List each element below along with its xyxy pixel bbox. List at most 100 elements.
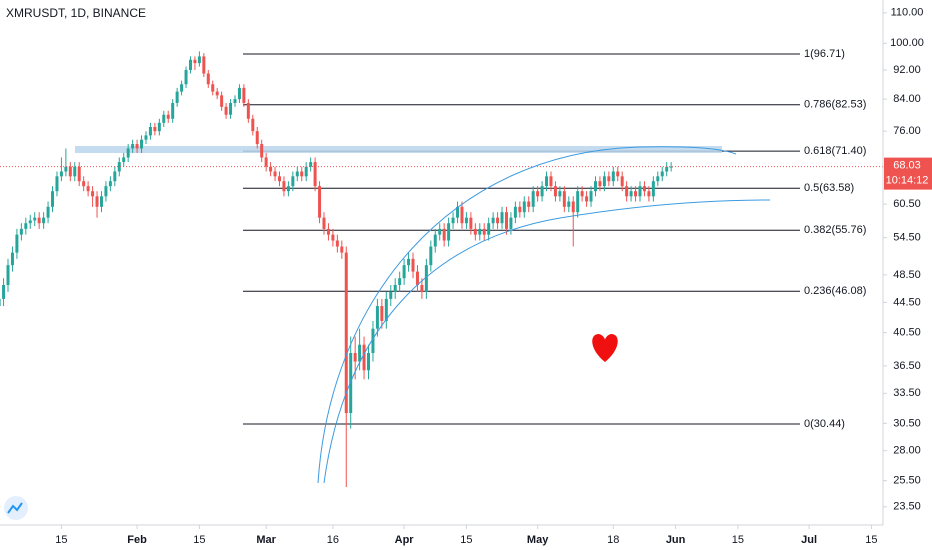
- candle-body: [251, 118, 255, 132]
- candle-body: [358, 344, 362, 362]
- candle-body: [153, 126, 157, 132]
- candle-body: [576, 191, 580, 213]
- candle-body: [15, 234, 19, 253]
- highlight-band: [75, 146, 722, 153]
- candle-body: [580, 191, 584, 197]
- candle-body: [478, 228, 482, 235]
- candle-body: [304, 166, 308, 177]
- candle-body: [522, 201, 526, 213]
- candle-body: [553, 186, 557, 197]
- candle-body: [211, 84, 215, 92]
- candle-body: [509, 217, 513, 229]
- candle-body: [135, 144, 139, 149]
- candle-body: [482, 228, 486, 235]
- fib-label: 0(30.44): [804, 418, 845, 430]
- candle-body: [197, 56, 201, 64]
- candle-body: [122, 157, 126, 163]
- candle-body: [456, 206, 460, 218]
- candle-body: [188, 59, 192, 71]
- candle-body: [313, 162, 317, 187]
- candle-body: [549, 176, 553, 187]
- candle-body: [184, 70, 188, 85]
- x-tick-label: 15: [865, 534, 877, 546]
- candle-body: [567, 201, 571, 207]
- candle-body: [140, 139, 144, 149]
- candle-body: [162, 114, 166, 123]
- price-tag: [884, 157, 932, 190]
- candle-body: [496, 217, 500, 224]
- candle-body: [237, 87, 241, 100]
- candle-body: [131, 144, 135, 149]
- candle-body: [126, 148, 130, 158]
- candle-body: [335, 240, 339, 247]
- fib-label: 0.786(82.53): [804, 99, 866, 111]
- candle-body: [269, 166, 273, 172]
- candle-body: [469, 217, 473, 229]
- candle-body: [344, 252, 348, 414]
- candle-body: [438, 228, 442, 235]
- candle-body: [291, 176, 295, 187]
- candle-body: [531, 191, 535, 207]
- x-tick-label: 16: [327, 534, 339, 546]
- candle-body: [504, 212, 508, 229]
- candle-body: [536, 191, 540, 197]
- candle-body: [318, 186, 322, 218]
- candle-body: [55, 176, 59, 192]
- candle-body: [558, 191, 562, 197]
- candle-body: [309, 162, 313, 167]
- candle-body: [277, 176, 281, 182]
- candle-body: [473, 228, 477, 235]
- candle-body: [224, 106, 228, 115]
- candle-body: [148, 126, 152, 136]
- candle-body: [246, 102, 250, 119]
- candle-body: [642, 186, 646, 192]
- candle-body: [487, 223, 491, 235]
- candle-body: [2, 284, 6, 299]
- candle-body: [638, 186, 642, 197]
- x-tick-label: Apr: [395, 534, 415, 546]
- candle-body: [571, 201, 575, 213]
- candle-body: [273, 171, 277, 177]
- candle-body: [362, 344, 366, 371]
- fib-label: 1(96.71): [804, 48, 845, 60]
- candle-body: [527, 201, 531, 207]
- candle-body: [59, 171, 63, 177]
- candle-body: [51, 191, 55, 207]
- candle-body: [562, 191, 566, 207]
- candle-body: [607, 176, 611, 182]
- fib-label: 0.618(71.40): [804, 145, 866, 157]
- candle-body: [593, 181, 597, 192]
- fib-label: 0.382(55.76): [804, 224, 866, 236]
- candle-body: [282, 181, 286, 192]
- candle-body: [300, 171, 304, 177]
- candle-body: [117, 162, 121, 172]
- candle-body: [82, 181, 86, 187]
- candle-body: [24, 223, 28, 229]
- heart-icon: [592, 334, 618, 362]
- candle-body: [144, 135, 148, 140]
- price-tag-value: 68.03: [893, 160, 921, 172]
- candle-body: [451, 217, 455, 224]
- candle-body: [264, 157, 268, 167]
- candle-body: [602, 176, 606, 187]
- x-tick-label: Jul: [801, 534, 817, 546]
- y-tick-label: 36.50: [893, 360, 921, 372]
- candle-body: [68, 166, 72, 177]
- candle-body: [389, 291, 393, 299]
- y-tick-label: 44.50: [893, 296, 921, 308]
- candle-body: [77, 166, 81, 182]
- candle-body: [19, 228, 23, 235]
- fib-label: 0.236(46.08): [804, 285, 866, 297]
- candle-body: [660, 171, 664, 177]
- candle-body: [398, 278, 402, 285]
- candle-body: [616, 171, 620, 177]
- candle-body: [424, 265, 428, 292]
- y-tick-label: 33.50: [893, 387, 921, 399]
- candle-body: [353, 352, 357, 362]
- candle-body: [598, 181, 602, 187]
- candle-body: [91, 191, 95, 197]
- candle-body: [540, 186, 544, 197]
- candle-body: [64, 166, 68, 172]
